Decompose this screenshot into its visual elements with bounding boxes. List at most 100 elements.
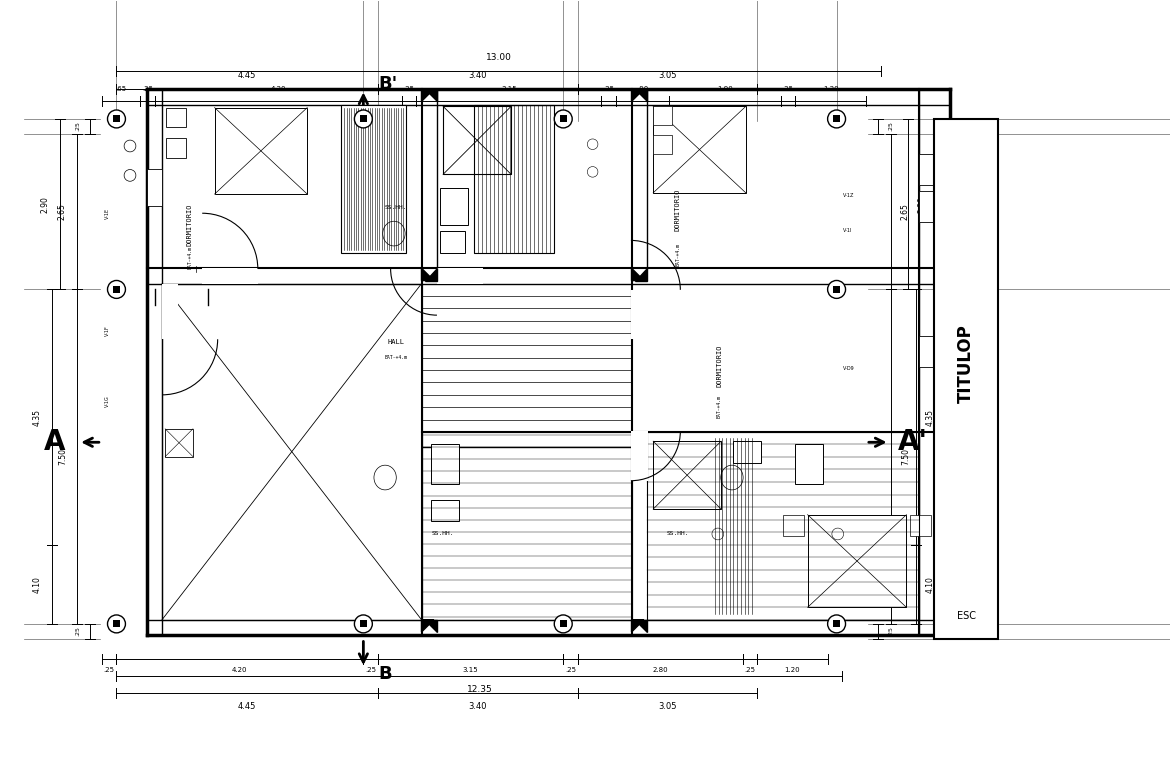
Bar bbox=[113, 286, 120, 293]
Text: SS.HH.: SS.HH. bbox=[431, 531, 454, 536]
Bar bbox=[162, 283, 177, 340]
Bar bbox=[631, 431, 648, 481]
Bar bbox=[647, 432, 919, 620]
Circle shape bbox=[354, 110, 373, 128]
Text: .25: .25 bbox=[604, 86, 614, 92]
Circle shape bbox=[108, 110, 125, 128]
Bar bbox=[166, 108, 186, 127]
Bar bbox=[783, 515, 804, 537]
Circle shape bbox=[554, 615, 572, 633]
Text: 3.15: 3.15 bbox=[463, 668, 478, 674]
Bar bbox=[165, 429, 193, 456]
Bar bbox=[560, 115, 567, 123]
Text: .25: .25 bbox=[142, 86, 152, 92]
Bar bbox=[653, 106, 745, 193]
Bar bbox=[360, 620, 367, 628]
Text: B: B bbox=[379, 665, 391, 683]
Polygon shape bbox=[424, 620, 437, 632]
Text: 4.35: 4.35 bbox=[926, 409, 935, 426]
Text: .25: .25 bbox=[75, 121, 80, 131]
Bar bbox=[473, 105, 554, 252]
Text: .25: .25 bbox=[783, 86, 793, 92]
Bar bbox=[833, 620, 840, 628]
Text: .25: .25 bbox=[75, 626, 80, 636]
Bar bbox=[934, 119, 999, 638]
Text: .65: .65 bbox=[115, 86, 127, 92]
Bar bbox=[734, 441, 762, 463]
Text: HALL: HALL bbox=[387, 340, 404, 346]
Polygon shape bbox=[422, 620, 434, 632]
Bar bbox=[113, 115, 120, 123]
Bar bbox=[796, 444, 823, 484]
Text: A': A' bbox=[898, 428, 928, 456]
Bar bbox=[341, 105, 406, 252]
Circle shape bbox=[108, 280, 125, 299]
Circle shape bbox=[827, 110, 845, 128]
Bar bbox=[422, 432, 632, 620]
Text: 3.05: 3.05 bbox=[659, 703, 676, 711]
Text: .25: .25 bbox=[403, 86, 415, 92]
Bar bbox=[631, 290, 648, 340]
Bar bbox=[146, 169, 162, 206]
Polygon shape bbox=[632, 89, 643, 102]
Text: .25: .25 bbox=[888, 626, 893, 636]
Text: 3.05: 3.05 bbox=[659, 71, 676, 80]
Polygon shape bbox=[632, 268, 643, 280]
Text: TITULOP: TITULOP bbox=[958, 324, 975, 403]
Bar bbox=[440, 231, 465, 252]
Polygon shape bbox=[422, 268, 434, 280]
Text: 2.65: 2.65 bbox=[57, 203, 67, 220]
Text: BAT-+4.m: BAT-+4.m bbox=[188, 246, 192, 268]
Text: 7.50: 7.50 bbox=[901, 448, 909, 465]
Text: 3.40: 3.40 bbox=[469, 703, 488, 711]
Bar bbox=[560, 620, 567, 628]
Bar bbox=[919, 336, 949, 367]
Polygon shape bbox=[422, 89, 434, 102]
Text: 2.90: 2.90 bbox=[41, 196, 50, 213]
Text: .25: .25 bbox=[888, 121, 893, 131]
Bar bbox=[431, 500, 458, 522]
Bar bbox=[166, 139, 186, 158]
Text: 4.45: 4.45 bbox=[238, 71, 257, 80]
Text: .90: .90 bbox=[636, 86, 648, 92]
Bar bbox=[440, 188, 468, 225]
Bar bbox=[113, 620, 120, 628]
Bar bbox=[360, 115, 367, 123]
Text: 4.10: 4.10 bbox=[33, 576, 42, 593]
Bar bbox=[653, 136, 672, 154]
Bar bbox=[437, 268, 483, 284]
Text: .25: .25 bbox=[565, 668, 577, 674]
Bar bbox=[909, 515, 931, 537]
Text: V-1G: V-1G bbox=[104, 395, 110, 407]
Circle shape bbox=[827, 280, 845, 299]
Circle shape bbox=[827, 615, 845, 633]
Text: V-D9: V-D9 bbox=[843, 366, 854, 371]
Text: SS.HH.: SS.HH. bbox=[384, 205, 407, 210]
Text: DORMITORIO: DORMITORIO bbox=[716, 345, 722, 387]
Text: 2.65: 2.65 bbox=[901, 203, 909, 220]
Text: V-1Z: V-1Z bbox=[843, 193, 854, 198]
Circle shape bbox=[108, 615, 125, 633]
Polygon shape bbox=[634, 268, 647, 280]
Text: 2.80: 2.80 bbox=[653, 668, 668, 674]
Text: BAT-+4.m: BAT-+4.m bbox=[384, 355, 407, 359]
Bar bbox=[653, 106, 672, 125]
Polygon shape bbox=[634, 89, 647, 102]
Text: DORMITORIO: DORMITORIO bbox=[188, 203, 193, 246]
Bar bbox=[443, 106, 511, 174]
Bar bbox=[653, 441, 721, 509]
Text: DORMITORIO: DORMITORIO bbox=[675, 189, 681, 231]
Circle shape bbox=[354, 615, 373, 633]
Polygon shape bbox=[634, 620, 647, 632]
Bar bbox=[919, 191, 949, 222]
Text: V-1I: V-1I bbox=[843, 228, 852, 233]
Text: 4.10: 4.10 bbox=[926, 576, 935, 593]
Bar bbox=[146, 89, 949, 635]
Text: B': B' bbox=[379, 75, 397, 92]
Polygon shape bbox=[424, 89, 437, 102]
Text: 1.20: 1.20 bbox=[785, 668, 800, 674]
Text: 4.20: 4.20 bbox=[232, 668, 247, 674]
Bar bbox=[833, 115, 840, 123]
Text: 4.45: 4.45 bbox=[238, 703, 257, 711]
Bar bbox=[833, 286, 840, 293]
